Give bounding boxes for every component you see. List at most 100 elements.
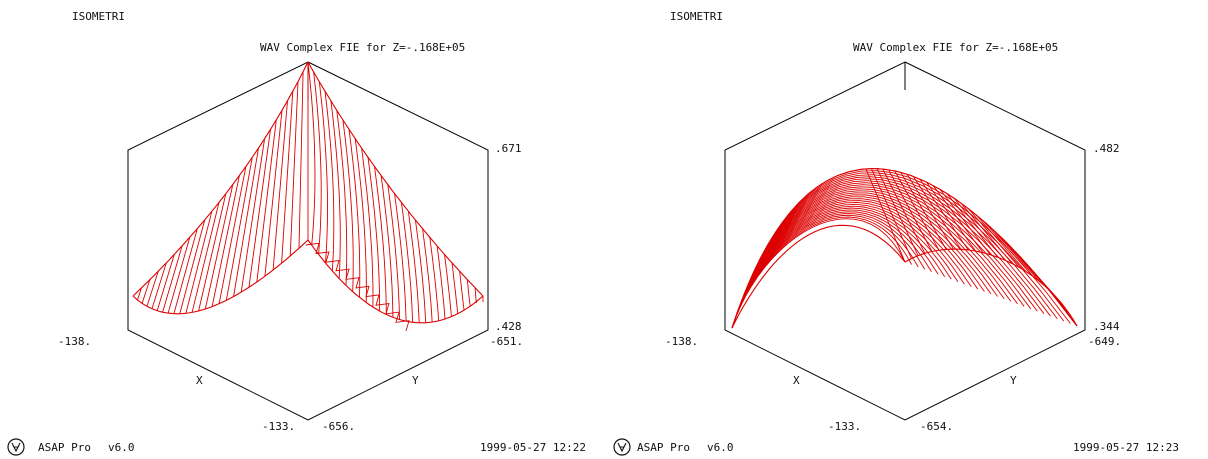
surface-trace-line (998, 234, 1046, 287)
surface-trace-line (137, 287, 142, 301)
surface-plot-right: ISOMETRI WAV Complex FIE for Z=-.168E+05… (613, 10, 1179, 456)
surface-trace-line (731, 180, 1038, 329)
surface-trace-line (912, 176, 962, 250)
z-max-label: .671 (495, 142, 522, 155)
surface-trace-line (459, 271, 465, 311)
view-label: ISOMETRI (72, 10, 125, 23)
surface-trace-line (233, 147, 259, 297)
surface-trace-line (324, 91, 335, 272)
asap-logo-icon (7, 438, 25, 456)
y-min-label: -656. (322, 420, 355, 433)
surface-trace-line (367, 157, 381, 312)
surface-trace-line (156, 254, 175, 311)
surface-trace-line (407, 211, 420, 323)
surface-trace-line (342, 119, 354, 292)
surface-trace-line (348, 129, 361, 298)
surface-trace-line (474, 287, 478, 303)
y-max-label: -649. (1088, 335, 1121, 348)
surface-trace-line (906, 173, 954, 250)
y-max-label: -651. (490, 335, 523, 348)
surface-trace-line (167, 237, 191, 314)
plot-title: WAV Complex FIE for Z=-.168E+05 (260, 41, 465, 54)
surface-trace-line (336, 110, 348, 286)
z-min-label: .344 (1093, 320, 1120, 333)
surface-trace-line (975, 214, 1027, 272)
surface-trace-line (900, 172, 947, 250)
surface-trace-line (248, 129, 271, 288)
surface-trace-line (240, 138, 266, 293)
surface-trace-line (354, 138, 367, 303)
software-version: v6.0 (707, 441, 734, 454)
surface-trace-line (225, 157, 253, 301)
x-max-label: -133. (828, 420, 861, 433)
surface-trace-line (307, 61, 316, 246)
surface-fold-line (305, 242, 410, 332)
surface-trace-line (211, 175, 240, 307)
surface-trace-line (946, 193, 999, 258)
surface-edge (307, 239, 484, 324)
surface-trace-line (870, 168, 912, 259)
surface-trace-line (422, 228, 433, 323)
surface-trace-line (204, 184, 234, 310)
surface-trace-line (281, 91, 294, 264)
surface-trace-line (894, 170, 940, 251)
surface-trace-line (436, 245, 446, 320)
y-axis-label: Y (412, 374, 419, 387)
surface-trace-line (264, 110, 283, 277)
surface-trace-line (953, 197, 1006, 261)
surface-traces (132, 61, 484, 332)
surface-edge (307, 61, 484, 297)
surface-trace-line (919, 178, 969, 251)
y-axis-label: Y (1010, 374, 1017, 387)
bounding-box-hexagon (724, 61, 1086, 421)
surface-edge (132, 239, 309, 315)
surface-trace-line (173, 228, 198, 314)
x-max-label: -133. (262, 420, 295, 433)
surface-trace-line (925, 181, 977, 252)
surface-trace-line (146, 271, 159, 307)
surface-trace-line (876, 168, 919, 256)
surface-trace-line (466, 279, 471, 307)
surface-trace-line (198, 193, 227, 312)
surface-trace-line (882, 168, 926, 254)
surface-trace-line (179, 219, 206, 314)
surface-trace-line (289, 81, 299, 257)
surface-trace-line (191, 202, 220, 313)
surface-trace-line (939, 188, 991, 256)
surface-trace-line (374, 166, 387, 315)
surface-trace-line (162, 245, 183, 313)
surface-trace-line (990, 227, 1040, 282)
surface-trace-line (298, 71, 304, 249)
software-name: ASAP Pro (637, 441, 690, 454)
surface-trace-line (731, 213, 926, 329)
surface-trace-line (318, 81, 328, 263)
surface-trace-line (967, 208, 1020, 268)
surface-traces (731, 167, 1078, 329)
surface-trace-line (731, 168, 1078, 329)
surface-trace-line (865, 168, 906, 263)
x-axis-label: X (793, 374, 800, 387)
x-axis-label: X (196, 374, 203, 387)
plot-title: WAV Complex FIE for Z=-.168E+05 (853, 41, 1058, 54)
z-max-label: .482 (1093, 142, 1120, 155)
software-version: v6.0 (108, 441, 135, 454)
bounding-box-hexagon (127, 61, 489, 421)
x-min-label: -138. (58, 335, 91, 348)
surface-edge (731, 224, 906, 329)
surface-trace-line (380, 175, 394, 318)
surface-trace-line (960, 202, 1013, 264)
surface-trace-line (313, 71, 322, 255)
surface-trace-line (272, 100, 288, 271)
surface-trace-line (932, 185, 984, 253)
surface-trace-line (185, 211, 213, 314)
footer-timestamp: 1999-05-27 12:22 (480, 441, 586, 454)
surface-trace-line (330, 100, 341, 279)
surface-trace-line (451, 262, 459, 314)
surface-trace-line (394, 193, 407, 322)
view-label: ISOMETRI (670, 10, 723, 23)
x-min-label: -138. (665, 335, 698, 348)
surface-trace-line (141, 279, 151, 304)
software-name: ASAP Pro (38, 441, 91, 454)
surface-trace-line (361, 147, 374, 308)
